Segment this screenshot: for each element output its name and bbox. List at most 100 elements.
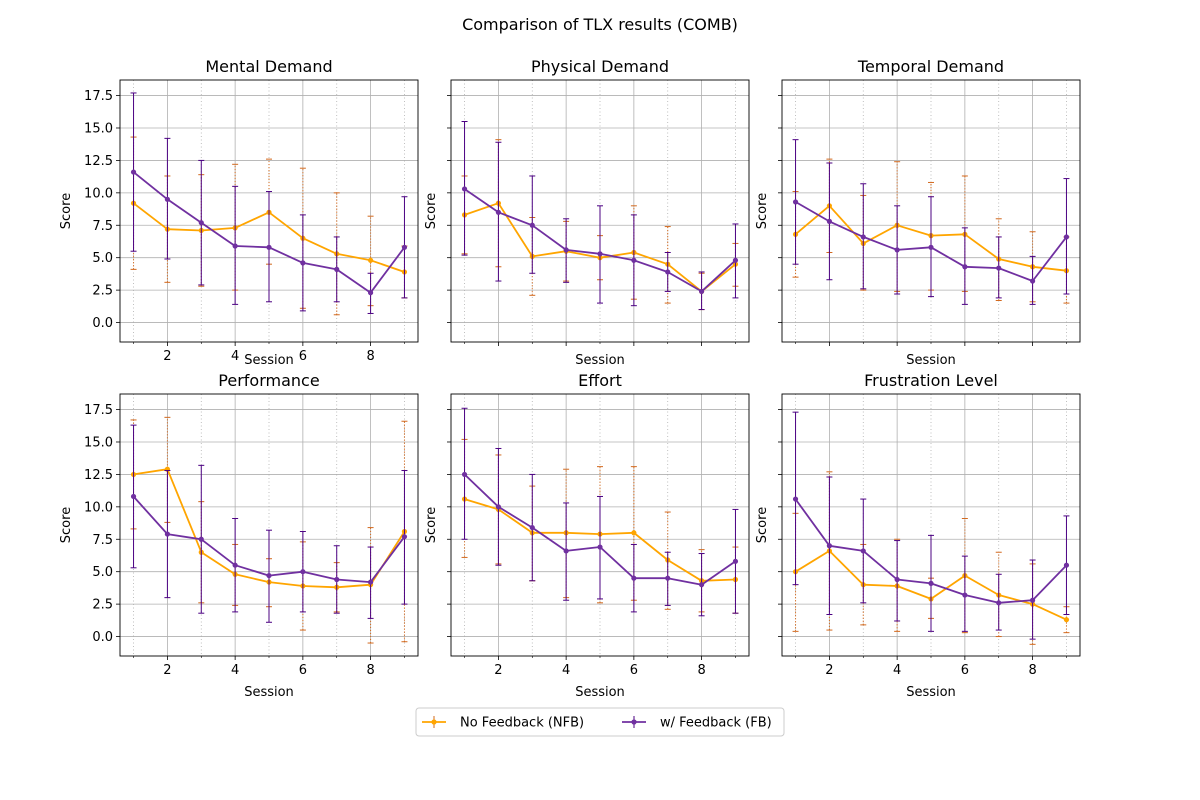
panel-title: Mental Demand <box>205 57 332 76</box>
x-tick-label: 2 <box>494 663 502 678</box>
point-fb <box>367 579 374 585</box>
point-fb <box>860 548 866 554</box>
point-fb <box>367 290 374 296</box>
x-tick-label: 6 <box>961 663 969 678</box>
y-axis-label: Score <box>424 507 439 543</box>
point-fb <box>665 575 671 581</box>
point-fb <box>563 247 569 253</box>
point-fb <box>401 244 408 250</box>
x-tick-label: 4 <box>231 349 239 364</box>
point-fb <box>164 531 171 537</box>
y-axis-label: Score <box>59 507 74 543</box>
point-fb <box>996 265 1002 271</box>
y-axis-label: Score <box>424 193 439 229</box>
y-tick-label: 2.5 <box>92 284 113 299</box>
y-axis-label: Score <box>755 193 770 229</box>
y-tick-label: 2.5 <box>92 598 113 613</box>
subplot-grid: 0.0 2.5 5.0 7.5 10.0 12.5 15.0 17.5 2 4 6 8 Mental D… <box>59 57 1081 700</box>
point-fb <box>792 496 799 502</box>
y-tick-label: 7.5 <box>92 533 113 548</box>
point-fb <box>996 600 1002 606</box>
x-tick-label: 2 <box>825 663 833 678</box>
y-tick-label: 17.5 <box>84 89 113 104</box>
x-tick-label: 4 <box>231 663 239 678</box>
point-fb <box>826 543 833 549</box>
panel-title: Temporal Demand <box>857 57 1004 76</box>
x-tick-label: 4 <box>562 663 570 678</box>
y-tick-label: 0.0 <box>92 316 113 331</box>
x-axis-label: Session <box>244 353 294 368</box>
series-fb <box>130 92 408 314</box>
point-fb <box>732 558 739 564</box>
point-fb <box>130 493 137 500</box>
point-fb <box>300 260 306 266</box>
y-tick-label: 15.0 <box>84 435 113 450</box>
y-tick-label: 12.5 <box>84 154 113 169</box>
point-fb <box>130 169 137 175</box>
x-axis-label: Session <box>244 685 294 700</box>
point-fb <box>198 220 204 226</box>
y-tick-label: 5.0 <box>92 565 113 580</box>
legend-label-fb: w/ Feedback (FB) <box>660 716 772 731</box>
y-tick-label: 10.0 <box>84 186 113 201</box>
point-fb <box>529 222 535 228</box>
point-fb <box>461 471 468 478</box>
point-fb <box>334 576 340 583</box>
panel-title: Physical Demand <box>531 57 669 76</box>
y-tick-label: 15.0 <box>84 121 113 136</box>
point-fb <box>266 244 272 250</box>
x-axis-label: Session <box>906 353 956 368</box>
legend-label-nfb: No Feedback (NFB) <box>460 716 584 731</box>
point-fb <box>792 199 799 205</box>
point-fb <box>1029 278 1036 284</box>
series-fb <box>461 407 739 617</box>
point-fb <box>631 575 637 581</box>
y-tick-label: 7.5 <box>92 219 113 234</box>
point-fb <box>563 548 569 554</box>
plot-frame <box>450 79 750 343</box>
point-fb <box>597 544 603 550</box>
x-tick-label: 6 <box>630 663 638 678</box>
point-fb <box>232 243 238 249</box>
legend-marker-nfb <box>431 719 437 725</box>
x-tick-label: 8 <box>697 663 705 678</box>
series-fb <box>792 411 1070 640</box>
panel-title: Effort <box>578 371 622 390</box>
point-nfb <box>631 530 637 536</box>
x-tick-label: 2 <box>163 663 171 678</box>
point-fb <box>597 251 603 257</box>
series-fb <box>792 139 1070 305</box>
point-nfb <box>367 257 374 263</box>
panel-frustration-level: 2 4 6 8 Frustration Level Session Score <box>755 371 1081 700</box>
legend-entry-nfb: No Feedback (NFB) <box>422 716 584 731</box>
point-fb <box>529 524 535 531</box>
point-fb <box>962 264 968 270</box>
point-fb <box>826 218 833 224</box>
point-fb <box>401 534 408 540</box>
point-fb <box>164 196 171 202</box>
point-fb <box>631 257 637 263</box>
plot-frame <box>450 393 750 657</box>
point-fb <box>698 288 705 295</box>
x-tick-label: 2 <box>163 349 171 364</box>
plot-frame <box>781 393 1081 657</box>
y-tick-label: 10.0 <box>84 500 113 515</box>
panel-title: Frustration Level <box>864 371 998 390</box>
x-tick-label: 4 <box>893 663 901 678</box>
point-fb <box>928 580 934 586</box>
legend: No Feedback (NFB) w/ Feedback (FB) <box>415 707 785 737</box>
plot-frame <box>119 79 419 343</box>
point-fb <box>894 576 900 583</box>
legend-entry-fb: w/ Feedback (FB) <box>622 716 772 731</box>
y-tick-label: 5.0 <box>92 251 113 266</box>
point-fb <box>1063 562 1070 568</box>
x-axis-label: Session <box>575 353 625 368</box>
point-nfb <box>1063 617 1070 623</box>
point-fb <box>698 582 705 588</box>
y-tick-label: 17.5 <box>84 403 113 418</box>
point-fb <box>461 186 468 192</box>
plot-frame <box>781 79 1081 343</box>
y-axis-label: Score <box>59 193 74 229</box>
panel-effort: 2 4 6 8 Effort Session Score <box>424 371 750 700</box>
